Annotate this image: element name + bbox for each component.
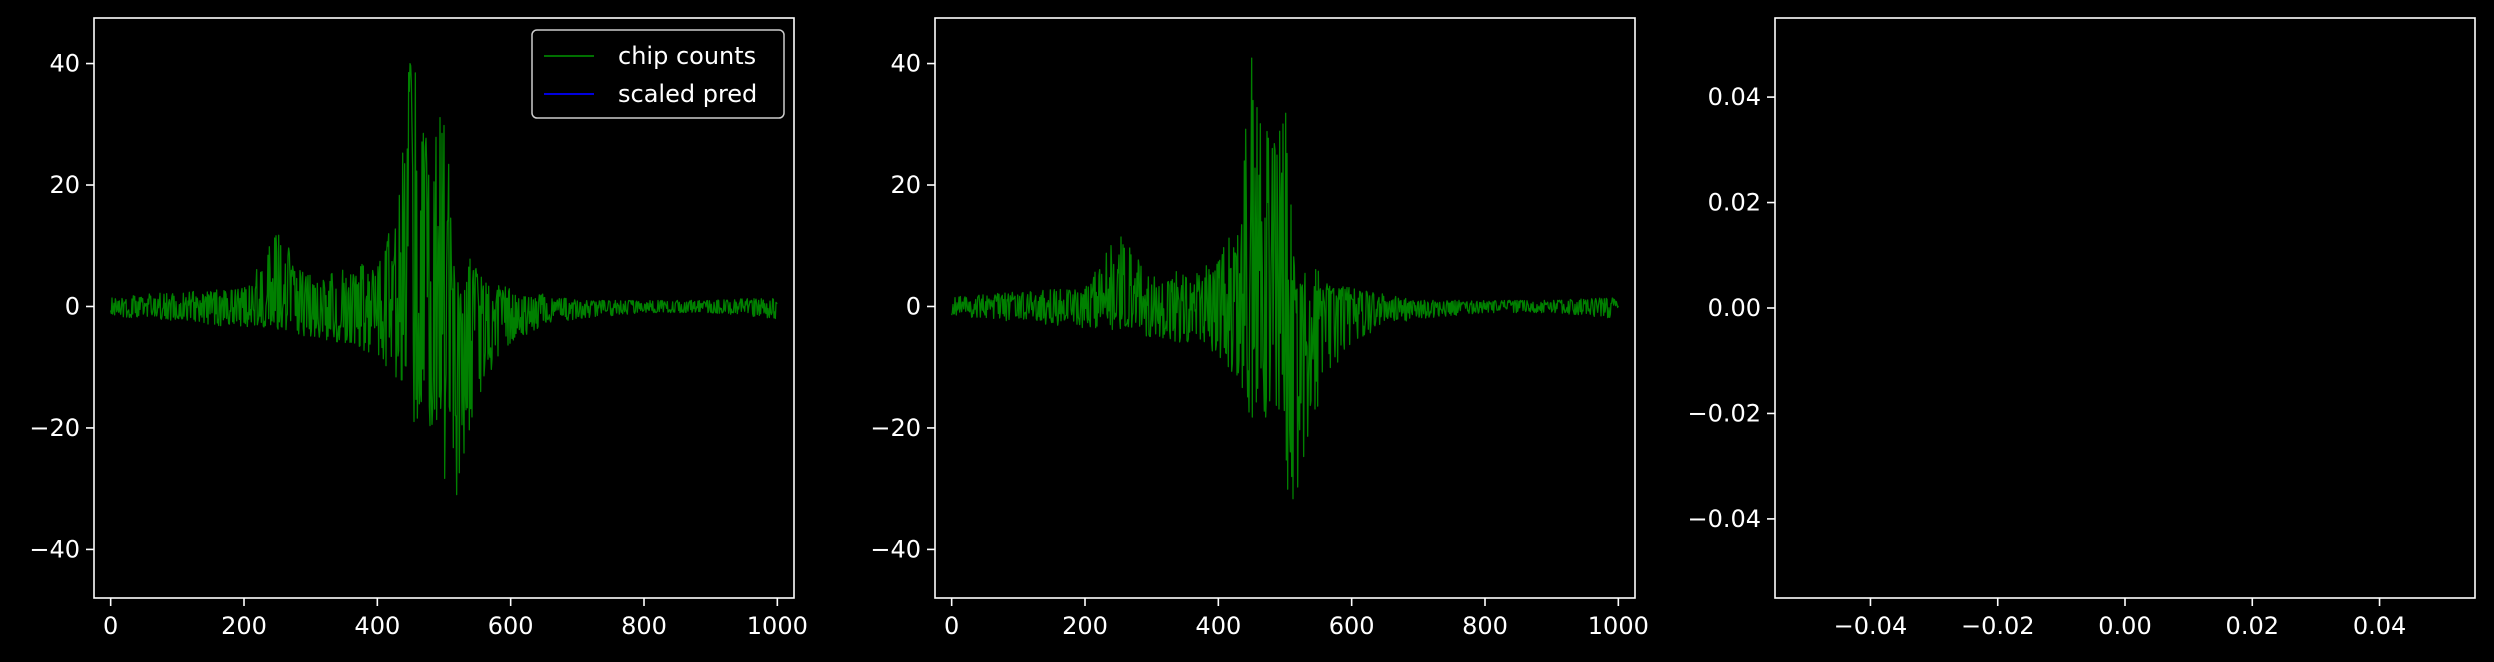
y-tick-label: 0.02	[1708, 189, 1761, 217]
x-tick-label: 1000	[747, 612, 808, 640]
x-tick-label: 200	[221, 612, 267, 640]
x-tick-label: 400	[1195, 612, 1241, 640]
y-tick-label: 0	[65, 292, 80, 320]
y-tick-label: −20	[870, 414, 921, 442]
y-tick-label: 0	[906, 292, 921, 320]
x-tick-label: 0	[103, 612, 118, 640]
x-tick-label: 0.04	[2353, 612, 2406, 640]
y-tick-label: −20	[29, 414, 80, 442]
y-tick-label: 40	[49, 50, 80, 78]
y-tick-label: 20	[890, 171, 921, 199]
x-tick-label: 400	[354, 612, 400, 640]
x-tick-label: 800	[1462, 612, 1508, 640]
legend-box	[531, 29, 785, 119]
x-tick-label: 1000	[1588, 612, 1649, 640]
series-line-counts	[951, 57, 1619, 500]
y-tick-label: −40	[29, 535, 80, 563]
axes-frame	[93, 17, 795, 599]
x-tick-label: 0	[944, 612, 959, 640]
x-tick-label: 0.02	[2226, 612, 2279, 640]
y-tick-label: 0.00	[1708, 294, 1761, 322]
x-tick-label: −0.04	[1834, 612, 1908, 640]
x-tick-label: −0.02	[1961, 612, 2035, 640]
plot-area	[951, 57, 1619, 500]
subplot-3: −0.04 −0.02 0.00 0.02 0.04 −0.04 −0.02 0.00 0.02…	[1687, 17, 2476, 640]
plot-area	[110, 62, 778, 496]
x-tick-label: 600	[488, 612, 534, 640]
subplot-1: 0 200 400 600 800 1000 −40 −20 0 20 40 chip counts s…	[29, 17, 808, 640]
legend-label-scaled-pred: scaled pred	[618, 80, 757, 108]
x-tick-label: 600	[1329, 612, 1375, 640]
y-tick-label: 0.04	[1708, 83, 1761, 111]
y-tick-label: −40	[870, 535, 921, 563]
y-tick-label: 20	[49, 171, 80, 199]
legend: chip counts scaled pred	[531, 29, 785, 119]
legend-label-chip-counts: chip counts	[618, 42, 756, 70]
x-tick-label: 0.00	[2098, 612, 2151, 640]
y-tick-label: −0.04	[1687, 505, 1761, 533]
x-tick-label: 800	[621, 612, 667, 640]
y-tick-label: −0.02	[1687, 399, 1761, 427]
y-tick-label: 40	[890, 50, 921, 78]
x-tick-label: 200	[1062, 612, 1108, 640]
series-line-chip-counts	[110, 62, 778, 496]
axes-frame	[934, 17, 1636, 599]
subplot-2: 0 200 400 600 800 1000 −40 −20 0 20 40	[870, 17, 1649, 640]
